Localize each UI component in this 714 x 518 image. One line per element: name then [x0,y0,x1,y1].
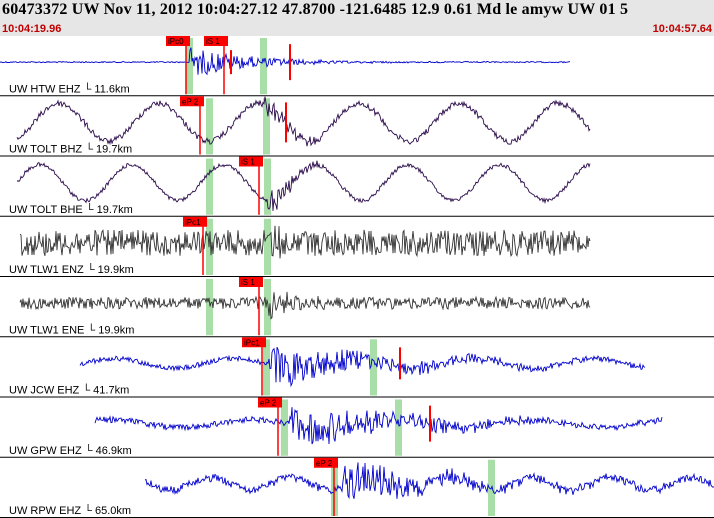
channel-row[interactable]: iPc1 UW JCW EHZ └ 41.7km [0,337,714,398]
phase-pick-flag [258,397,282,408]
waveform-trace [144,462,714,500]
phase-pick-flag [239,277,263,287]
phase-pick-flag [204,36,228,46]
event-header: 60473372 UW Nov 11, 2012 10:04:27.12 47.… [0,0,714,36]
phase-pick-label: iPc1 [244,338,260,347]
channel-row[interactable]: eP 2 UW TOLT BHZ └ 19.7km [0,96,714,157]
waveform-trace [16,96,591,147]
pick-window [263,98,270,155]
channel-label: UW JCW EHZ └ 41.7km [9,383,129,397]
phase-pick-flag [166,36,190,46]
channel-label: UW GPW EHZ └ 46.9km [9,443,132,457]
channel-label: UW TOLT BHZ └ 19.7km [9,142,132,156]
channel-row[interactable]: iS 1 UW TOLT BHE └ 19.7km [0,156,714,217]
pick-window [264,158,271,215]
waveform-trace [94,407,663,445]
phase-pick-label: iPc1 [185,218,201,227]
pick-window [206,98,213,155]
pick-window [281,399,288,456]
phase-pick-label: iS 1 [241,278,255,287]
channel-label: UW RPW EHZ └ 65.0km [9,503,131,517]
seismogram-panel[interactable]: iPc0 iS 1 UW HTW EHZ └ 11.6km eP 2 UW TOLT B… [0,36,714,518]
phase-pick-flag [242,337,266,348]
channel-label: UW TLW1 ENZ └ 19.9km [9,262,134,276]
phase-pick-label: iS 1 [206,37,220,46]
pick-window [264,279,271,336]
waveform-trace [19,225,591,259]
phase-pick-flag [314,457,338,468]
phase-pick-label: eP 2 [182,97,199,106]
channel-row[interactable]: iS 1 UW TLW1 ENE └ 19.9km [0,277,714,338]
channel-row[interactable]: iPc0 iS 1 UW HTW EHZ └ 11.6km [0,36,714,97]
phase-pick-flag [183,216,207,227]
waveform-trace [16,160,591,211]
channel-row[interactable]: iPc1 UW TLW1 ENZ └ 19.9km [0,216,714,277]
waveform-trace [0,47,571,76]
pick-window [206,279,213,336]
channel-label: UW TOLT BHE └ 19.7km [9,202,133,216]
end-time: 10:04:57.64 [652,23,712,35]
event-title: 60473372 UW Nov 11, 2012 10:04:27.12 47.… [2,1,629,18]
pick-window [186,38,193,95]
channel-label: UW TLW1 ENE └ 19.9km [9,322,134,336]
waveform-trace [19,291,591,320]
phase-pick-flag [239,156,263,167]
pick-window [206,158,213,215]
phase-pick-label: iPc0 [168,37,184,46]
channel-row[interactable]: eP 2 UW RPW EHZ └ 65.0km [0,457,714,518]
pick-window [206,218,213,275]
waveform-trace [79,347,646,388]
pick-window [264,218,271,275]
phase-pick-label: iS 1 [241,158,255,167]
channel-row[interactable]: eP 2 UW GPW EHZ └ 46.9km [0,397,714,458]
pick-window [260,38,267,95]
phase-pick-label: eP 2 [316,459,333,468]
channel-label: UW HTW EHZ └ 11.6km [9,81,130,95]
pick-window [263,339,270,396]
pick-window [370,339,377,396]
phase-pick-flag [180,96,204,107]
phase-pick-label: eP 2 [260,399,277,408]
pick-window [395,399,402,456]
start-time: 10:04:19.96 [2,23,62,35]
